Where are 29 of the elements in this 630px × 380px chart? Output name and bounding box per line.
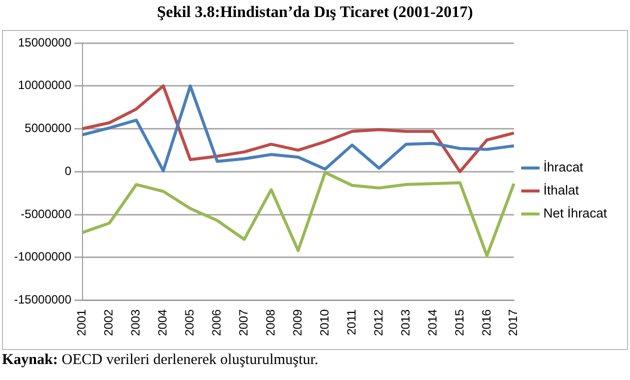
x-tick-label: 2004	[156, 308, 170, 336]
y-tick-label: -5000000	[20, 206, 72, 221]
x-tick-label: 2006	[210, 308, 224, 336]
x-tick-label: 2011	[344, 308, 358, 336]
x-tick-label: 2002	[102, 308, 116, 336]
x-tick-label: 2001	[74, 308, 89, 336]
x-tick-label: 2017	[506, 308, 520, 336]
text: Kaynak: OECD verileri derlenerek oluşturulmuştur.	[2, 352, 318, 369]
chart-title: Şekil 3.8:Hindistan’da Dış Ticaret (2001-2017)	[156, 4, 474, 22]
y-tick-label: 0	[64, 164, 72, 178]
x-tick-label: 2007	[236, 308, 251, 336]
x-tick-label: 2012	[371, 308, 386, 336]
x-tick-label: 2013	[398, 308, 412, 336]
x-tick-label: 2003	[128, 308, 143, 336]
y-tick-label: -10000000	[14, 250, 72, 264]
y-tick-label: -15000000	[14, 292, 72, 307]
legend-label: İhracat	[543, 160, 584, 175]
x-tick-label: 2010	[317, 308, 332, 336]
x-tick-label: 2005	[182, 308, 197, 336]
legend-label: İthalat	[543, 182, 580, 198]
legend-label: Net İhracat	[543, 206, 608, 221]
x-tick-label: 2008	[263, 308, 278, 336]
x-tick-label: 2009	[290, 308, 304, 336]
x-tick-label: 2014	[425, 308, 440, 336]
x-tick-label: 2015	[452, 308, 466, 336]
x-tick-label: 2016	[479, 308, 494, 336]
y-tick-label: 10000000	[18, 78, 72, 92]
y-tick-label: 15000000	[18, 35, 72, 50]
y-tick-label: 5000000	[24, 121, 72, 136]
